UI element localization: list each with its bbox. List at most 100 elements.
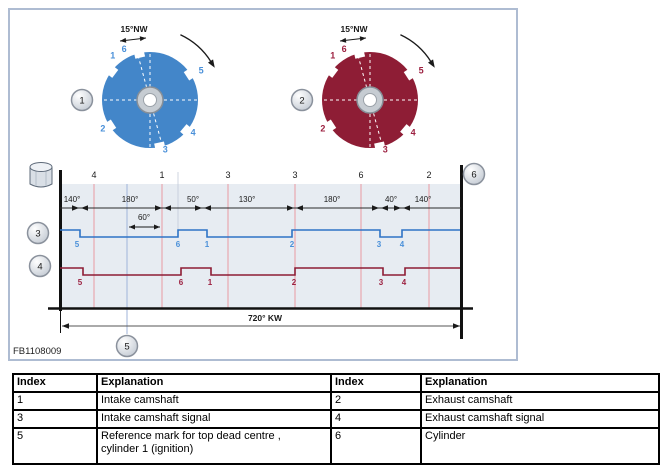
arrowhead: [340, 37, 347, 43]
intake-tooth-label: 4: [400, 240, 405, 249]
camshaft-wheel-intake: 16 5 4 3 2 15°NW: [92, 24, 215, 155]
nw-angle-label: 15°NW: [120, 24, 148, 34]
firing-mark-label: 1: [159, 170, 164, 180]
legend-header-cell: Explanation: [96, 373, 332, 393]
legend-explanation-cell: Exhaust camshaft signal: [420, 409, 660, 429]
arrowhead: [72, 205, 79, 211]
arrowhead: [381, 205, 388, 211]
legend-index-cell: 5: [12, 427, 98, 465]
tooth-number: 6: [342, 44, 347, 54]
exhaust-tooth-label: 6: [179, 278, 184, 287]
wheel-notch: [102, 119, 117, 134]
legend-index-cell: 6: [330, 427, 422, 465]
callout-number: 2: [299, 96, 304, 107]
arrowhead: [120, 37, 127, 43]
callout-4: 4: [28, 254, 52, 278]
intake-tooth-label: 6: [176, 240, 181, 249]
arrowhead: [427, 59, 435, 68]
hub-bore: [143, 93, 157, 107]
tooth-number: 3: [383, 145, 388, 155]
exhaust-tooth-label: 5: [78, 278, 83, 287]
wheel-notch: [154, 141, 167, 154]
legend-table: Index Explanation Index Explanation 1 In…: [12, 373, 660, 465]
timing-chart: 4 1 3 3 6 2 140° 180° 50° 130° 180° 40° 140° 60° 5 6 1 2 3…: [29, 162, 473, 339]
firing-mark-label: 3: [292, 170, 297, 180]
firing-mark-label: 2: [426, 170, 431, 180]
callout-circle: [70, 88, 94, 112]
tooth-number: 1: [330, 51, 335, 61]
sixty-degree-label: 60°: [138, 213, 150, 222]
arrowhead: [359, 36, 366, 42]
legend-row: 1 Intake camshaft 2 Exhaust camshaft: [12, 391, 660, 411]
callout-circle: [28, 254, 52, 278]
arrowhead: [403, 205, 410, 211]
figure-code-label: FB1108009: [13, 346, 62, 357]
callout-3: 3: [26, 221, 50, 245]
dashed-axis-tilted: [136, 49, 164, 151]
arrowhead: [81, 205, 88, 211]
exhaust-tooth-label: 3: [379, 278, 384, 287]
wheel-notch: [324, 63, 339, 78]
degree-label: 40°: [385, 195, 397, 204]
degree-label: 50°: [187, 195, 199, 204]
legend-header-cell: Explanation: [420, 373, 660, 393]
arrowhead: [287, 205, 294, 211]
arrowhead: [453, 323, 460, 329]
arrowhead: [129, 224, 135, 230]
wheel-notch: [183, 66, 198, 81]
callout-1: 1: [70, 88, 94, 112]
arrowhead: [372, 205, 379, 211]
tooth-number: 1: [110, 51, 115, 61]
degree-label: 180°: [122, 195, 139, 204]
intake-tooth-label: 2: [290, 240, 295, 249]
exhaust-tooth-label: 4: [402, 278, 407, 287]
callout-number: 4: [37, 262, 42, 273]
exhaust-camshaft-signal: [60, 267, 460, 276]
degree-label: 180°: [324, 195, 341, 204]
legend-explanation-cell: Exhaust camshaft: [420, 391, 660, 411]
camshaft-wheel-exhaust: 16 5 4 3 2 15°NW: [312, 24, 435, 155]
exhaust-tooth-label: 2: [292, 278, 297, 287]
firing-mark-label: 3: [225, 170, 230, 180]
intake-camshaft-signal: [60, 229, 460, 238]
callout-circle: [462, 162, 486, 186]
degree-label: 130°: [239, 195, 256, 204]
legend-explanation-cell: Intake camshaft signal: [96, 409, 332, 429]
wheel-notch: [180, 124, 195, 139]
rotation-arrow-icon: [180, 34, 212, 63]
tooth-number: 6: [122, 44, 127, 54]
legend-index-cell: 3: [12, 409, 98, 429]
callout-circle: [26, 221, 50, 245]
wheel-notch: [133, 46, 146, 59]
wheel-notch: [374, 141, 387, 154]
arrowhead: [139, 36, 146, 42]
dashed-axis-tilted: [356, 49, 384, 151]
arrowhead: [195, 205, 202, 211]
callout-number: 3: [35, 229, 40, 240]
intake-tooth-label: 5: [75, 240, 80, 249]
tooth-number: 5: [199, 66, 204, 76]
degree-label: 140°: [64, 195, 81, 204]
tooth-number: 4: [191, 127, 196, 137]
arrowhead: [394, 205, 401, 211]
wheel-notch: [353, 46, 366, 59]
callout-number: 5: [124, 342, 129, 353]
tooth-number: 3: [163, 145, 168, 155]
legend-row: 5 Reference mark for top dead centre , c…: [12, 427, 660, 465]
tooth-number: 4: [411, 127, 416, 137]
legend-explanation-cell: Intake camshaft: [96, 391, 332, 411]
tooth-number: 2: [320, 123, 325, 133]
legend-explanation-cell: Cylinder: [420, 427, 660, 465]
legend-explanation-cell: Reference mark for top dead centre , cyl…: [96, 427, 332, 465]
tooth-number: 2: [100, 123, 105, 133]
callout-circle: [115, 334, 139, 358]
hub-bore: [363, 93, 377, 107]
callout-number: 6: [471, 170, 476, 181]
legend-index-cell: 1: [12, 391, 98, 411]
callout-5: 5: [115, 334, 139, 358]
callout-2: 2: [290, 88, 314, 112]
callout-number: 1: [79, 96, 84, 107]
nw-angle-label: 15°NW: [340, 24, 368, 34]
